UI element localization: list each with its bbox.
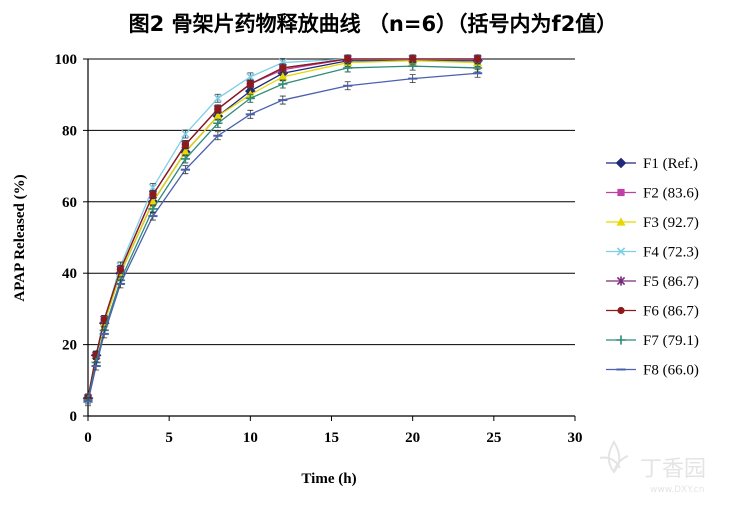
watermark: 丁香园 www.DXY.cn — [599, 440, 706, 495]
data-point — [246, 80, 254, 88]
legend-label: F4 (72.3) — [643, 245, 699, 261]
y-tick-label: 20 — [62, 338, 77, 354]
data-point — [100, 316, 108, 324]
x-tick-label: 30 — [568, 430, 583, 446]
data-point — [148, 197, 158, 206]
series-7 — [83, 61, 483, 405]
legend-item: F8 (66.0) — [606, 363, 699, 379]
legend-label: F6 (86.7) — [643, 304, 699, 320]
axes-layer — [87, 59, 575, 417]
legend-item: F6 (86.7) — [606, 304, 699, 320]
data-point — [180, 154, 190, 164]
watermark-brand: 丁香园 — [640, 457, 706, 482]
legend-marker — [617, 188, 625, 197]
legend-item: F5 (86.7) — [606, 274, 699, 290]
data-point — [181, 141, 189, 149]
legend-item: F1 (Ref.) — [606, 156, 698, 172]
legend-label: F8 (66.0) — [643, 363, 699, 379]
y-tick-label: 60 — [62, 195, 77, 211]
data-point — [343, 63, 353, 73]
series-line — [87, 60, 478, 399]
legend-label: F3 (92.7) — [643, 215, 699, 231]
series-8 — [83, 68, 483, 407]
data-point — [181, 129, 190, 139]
data-point — [214, 105, 222, 113]
legend-marker — [616, 276, 626, 286]
x-tick-label: 0 — [84, 430, 92, 446]
data-point — [213, 94, 223, 103]
legend-item: F2 (83.6) — [606, 186, 699, 202]
grid-layer — [88, 58, 575, 346]
data-point — [474, 55, 482, 63]
legend-label: F2 (83.6) — [643, 186, 699, 202]
legend-label: F5 (86.7) — [643, 274, 699, 290]
legend: F1 (Ref.) F2 (83.6) F3 (92.7) F4 (72.3) F5 (… — [606, 156, 699, 379]
y-axis-label: APAP Released (%) — [12, 174, 28, 301]
series-line — [87, 72, 478, 402]
x-tick-label: 5 — [165, 430, 173, 446]
data-point — [278, 79, 288, 89]
legend-item: F4 (72.3) — [606, 245, 699, 261]
legend-marker — [616, 217, 626, 226]
y-tick-label: 40 — [62, 266, 77, 282]
data-point — [344, 55, 352, 63]
ticks-layer: 0 20 40 60 80 100 0 5 10 15 20 25 30 — [55, 52, 583, 446]
legend-marker — [617, 306, 625, 315]
x-tick-label: 10 — [243, 430, 258, 446]
data-point — [408, 61, 418, 71]
series-line — [87, 58, 478, 399]
legend-marker — [616, 247, 626, 256]
chart-title: 图2 骨架片药物释放曲线 （n=6）（括号内为f2值） — [129, 12, 618, 36]
data-point — [149, 191, 157, 199]
y-tick-label: 80 — [62, 123, 77, 139]
data-point — [116, 266, 125, 274]
data-point — [245, 93, 255, 103]
legend-item: F7 (79.1) — [606, 333, 699, 349]
data-point — [278, 72, 288, 81]
legend-marker — [615, 157, 627, 169]
data-point — [409, 55, 417, 63]
data-point — [213, 111, 223, 120]
x-axis-label: Time (h) — [301, 471, 356, 487]
legend-item: F3 (92.7) — [606, 215, 699, 231]
legend-label: F7 (79.1) — [643, 333, 699, 349]
data-point — [279, 64, 287, 72]
data-point — [246, 72, 255, 82]
watermark-logo-icon — [599, 440, 629, 474]
data-point — [180, 147, 190, 156]
y-tick-label: 0 — [70, 409, 78, 425]
legend-label: F1 (Ref.) — [643, 156, 698, 172]
x-tick-label: 15 — [324, 430, 339, 446]
x-tick-label: 20 — [405, 430, 420, 446]
data-point — [213, 118, 223, 128]
y-tick-label: 100 — [55, 52, 78, 68]
series-line — [87, 65, 478, 401]
watermark-url: www.DXY.cn — [650, 485, 704, 495]
series-layer — [82, 54, 483, 407]
x-tick-label: 25 — [486, 430, 501, 446]
legend-marker — [616, 335, 626, 345]
